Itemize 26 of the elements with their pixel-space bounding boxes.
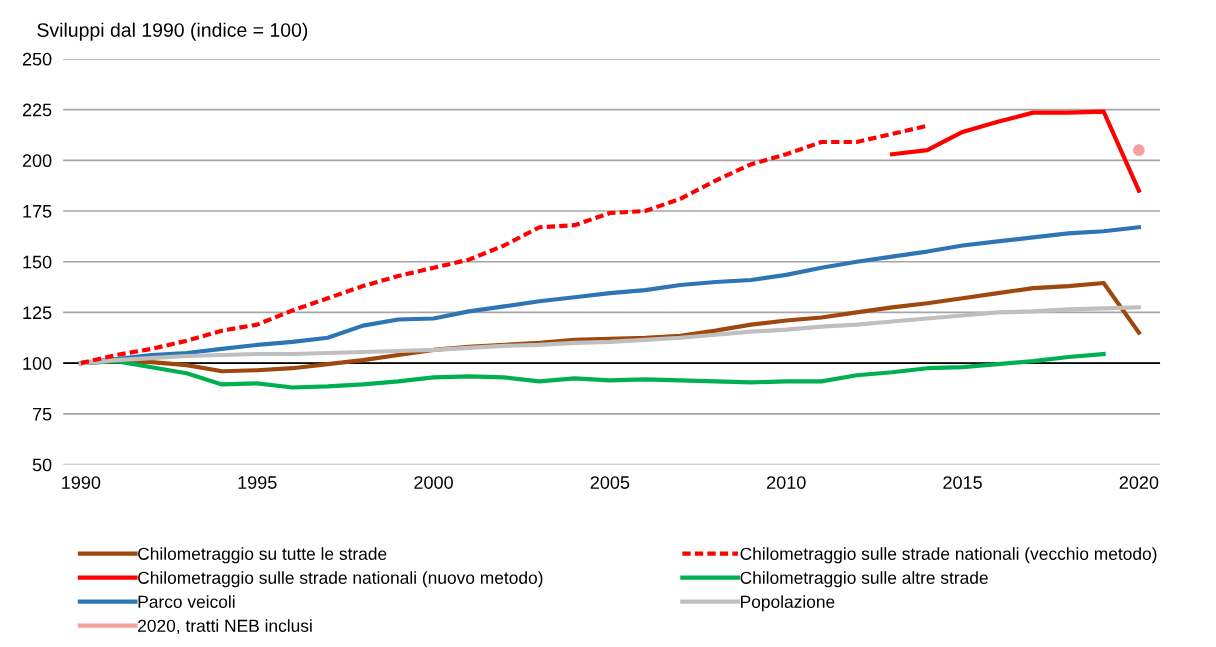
legend-label: Popolazione xyxy=(741,595,835,612)
x-tick-label: 1995 xyxy=(238,476,277,489)
y-tick-label: 225 xyxy=(22,103,52,117)
y-tick-label: 125 xyxy=(23,306,52,320)
y-tick-label: 100 xyxy=(23,357,52,370)
y-tick-label: 50 xyxy=(32,458,52,472)
x-tick-label: 1990 xyxy=(62,476,101,489)
legend-label: 2020, tratti NEB inclusi xyxy=(138,619,312,634)
y-tick-label: 250 xyxy=(22,52,52,66)
line-series xyxy=(78,305,1141,366)
x-tick-label: 2005 xyxy=(590,476,630,489)
x-tick-label: 2000 xyxy=(414,476,453,489)
legend-label: Parco veicoli xyxy=(138,595,235,608)
legend-label: Chilometraggio sulle strade nationali (nuovo metodo) xyxy=(138,571,543,588)
y-tick-label: 175 xyxy=(23,205,52,218)
legend-label: Chilometraggio sulle strade nationali (vecchio metodo) xyxy=(740,547,1157,564)
legend-label: Chilometraggio su tutte le strade xyxy=(138,547,387,564)
legend-label: Chilometraggio sulle altre strade xyxy=(740,571,988,588)
y-tick-label: 150 xyxy=(23,255,52,269)
chart-title: Sviluppi dal 1990 (indice = 100) xyxy=(37,22,308,41)
y-tick-label: 200 xyxy=(22,154,52,168)
y-tick-label: 75 xyxy=(32,407,52,421)
x-tick-label: 2020 xyxy=(1119,476,1159,489)
x-tick-label: 2015 xyxy=(943,476,982,489)
x-tick-label: 2010 xyxy=(767,476,806,489)
line-series xyxy=(889,109,1141,193)
